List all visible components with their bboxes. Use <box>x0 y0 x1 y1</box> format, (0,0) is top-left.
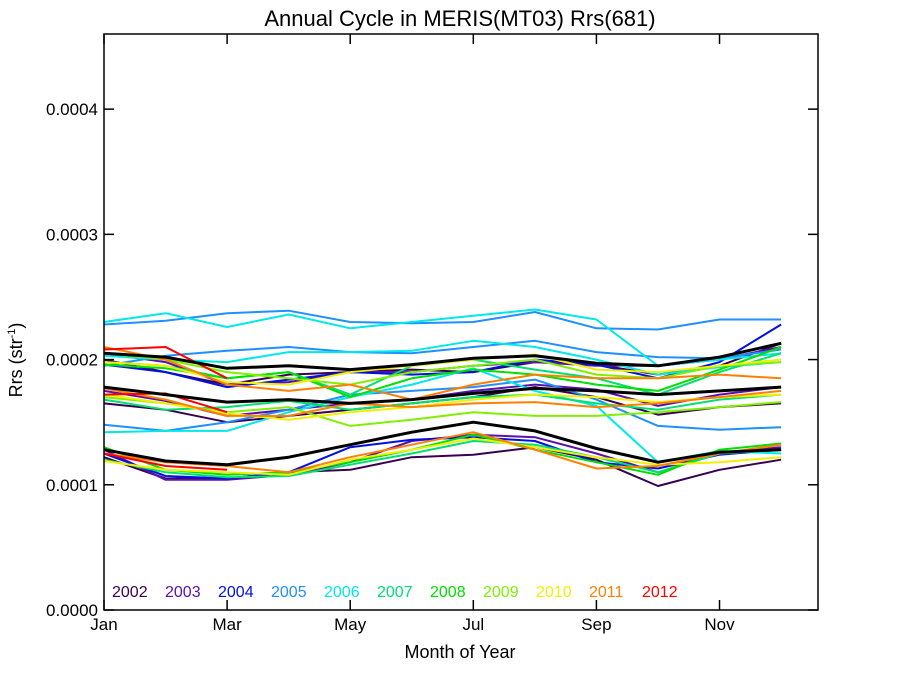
series-line-9 <box>103 339 782 367</box>
x-axis-label: Month of Year <box>404 642 515 662</box>
legend-item-2007: 2007 <box>377 584 413 601</box>
x-tick-label: Jan <box>90 615 117 634</box>
y-tick-label: 0.0002 <box>46 351 98 370</box>
legend: 2002 2003 2004 2005 2006 2007 2008 2009 2010 2011… <box>112 584 678 601</box>
legend-item-2010: 2010 <box>536 584 572 601</box>
y-tick-label: 0.0000 <box>46 601 98 620</box>
legend-item-2012: 2012 <box>642 584 678 601</box>
series-line-29 <box>103 452 228 471</box>
y-axis-label: Rrs (str-1) <box>6 323 26 398</box>
series-line-17 <box>103 346 782 399</box>
series-line-31 <box>103 385 782 405</box>
series-line-27 <box>103 346 228 380</box>
legend-item-2008: 2008 <box>430 584 466 601</box>
plot-frame <box>103 33 819 611</box>
series-line-15 <box>103 440 782 479</box>
series-line-26 <box>103 387 782 417</box>
legend-item-2005: 2005 <box>271 584 307 601</box>
x-axis: Jan Mar May Jul Sep Nov <box>90 34 735 634</box>
series-line-13 <box>103 339 782 376</box>
chart-title: Annual Cycle in MERIS(MT03) Rrs(681) <box>264 6 655 31</box>
series-line-20 <box>103 352 782 386</box>
legend-item-2011: 2011 <box>589 584 624 601</box>
x-tick-label: Mar <box>212 615 242 634</box>
series-line-18 <box>103 433 782 476</box>
x-tick-label: May <box>334 615 367 634</box>
x-tick-label: Nov <box>704 615 735 634</box>
series-line-14 <box>103 393 782 411</box>
series-line-30 <box>103 341 782 372</box>
y-axis-label-text: Rrs (str <box>6 338 26 397</box>
x-tick-label: Jul <box>462 615 484 634</box>
series-line-25 <box>103 346 782 401</box>
y-tick-label: 0.0003 <box>46 225 98 244</box>
legend-item-2004: 2004 <box>218 584 254 601</box>
legend-item-2002: 2002 <box>112 584 148 601</box>
series-line-10 <box>103 309 782 331</box>
legend-item-2003: 2003 <box>165 584 201 601</box>
series-line-8 <box>103 378 782 432</box>
series-lines <box>103 308 782 487</box>
x-tick-label: Sep <box>581 615 611 634</box>
y-axis-label-superscript: -1 <box>6 329 18 339</box>
y-axis: 0.0000 0.0001 0.0002 0.0003 0.0004 <box>46 100 818 620</box>
series-line-32 <box>103 420 782 467</box>
legend-item-2009: 2009 <box>483 584 519 601</box>
y-tick-label: 0.0001 <box>46 476 98 495</box>
y-axis-label-close: ) <box>6 323 26 329</box>
y-tick-label: 0.0004 <box>46 100 98 119</box>
series-line-22 <box>103 393 782 421</box>
legend-item-2006: 2006 <box>324 584 360 601</box>
